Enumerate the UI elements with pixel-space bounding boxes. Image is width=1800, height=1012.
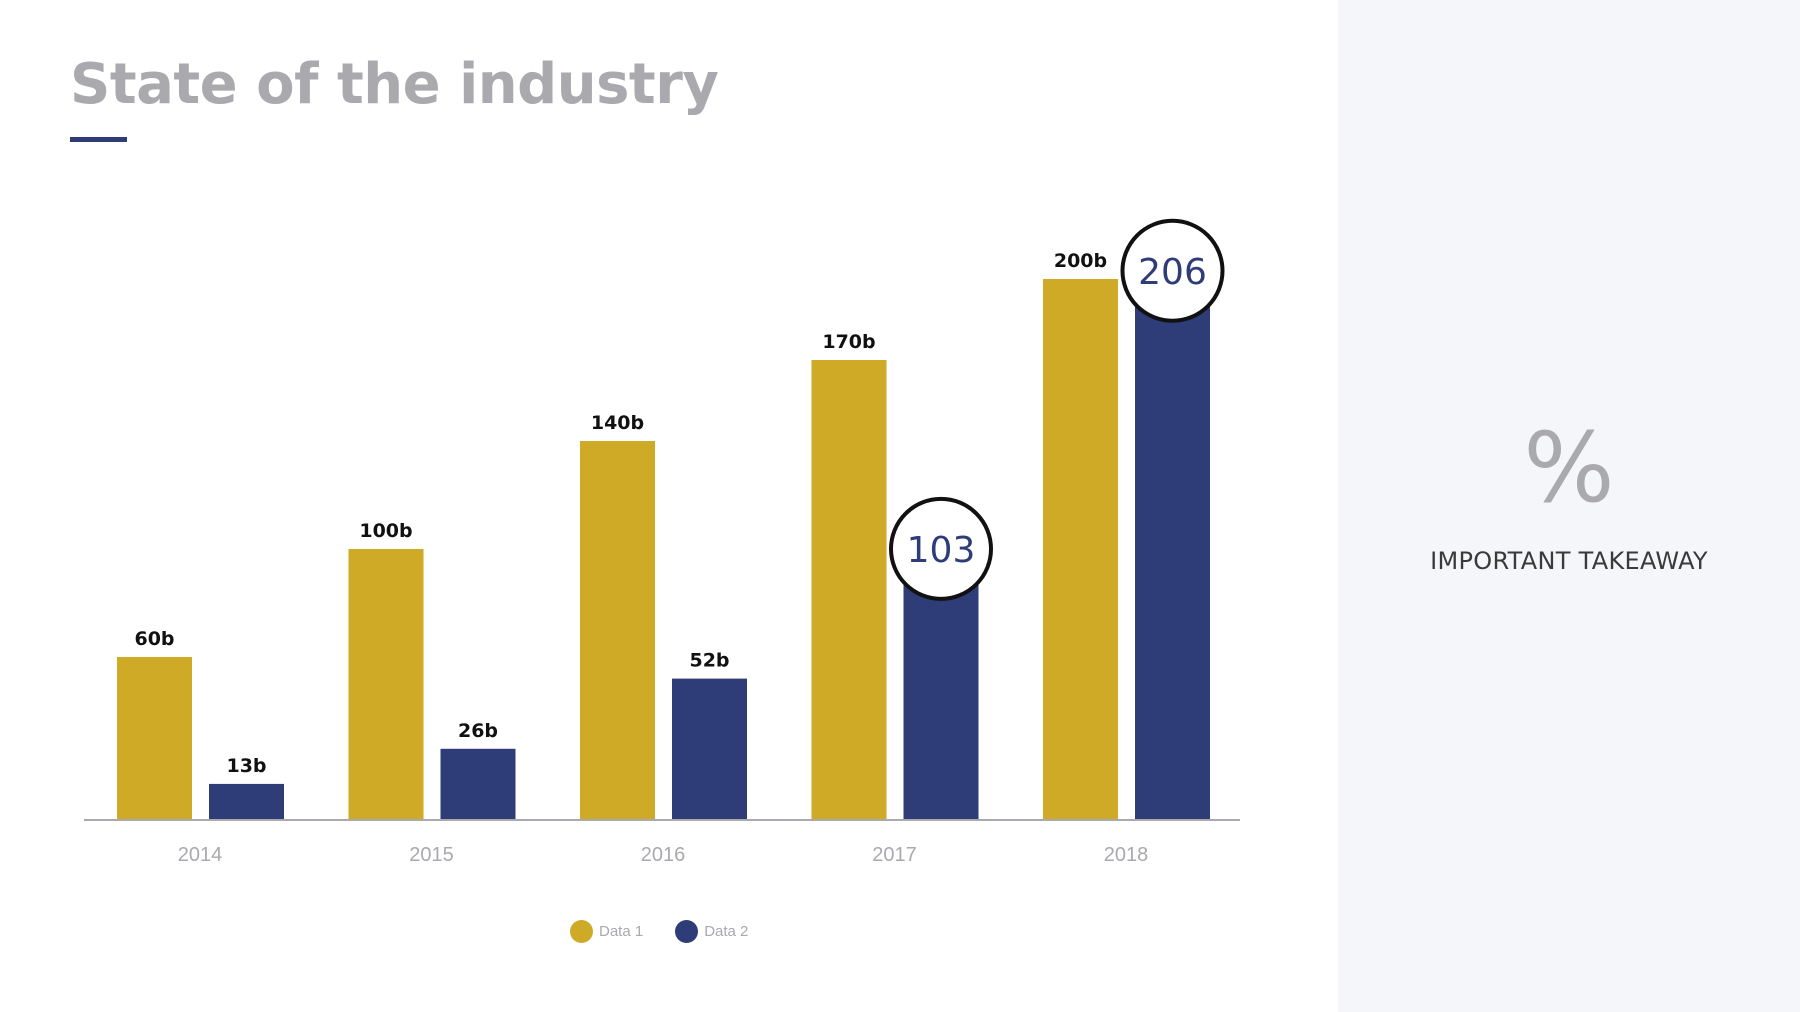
bar-1-2014	[117, 657, 192, 819]
bar-1-2015	[348, 549, 424, 819]
bar-label-1-2018: 200b	[1054, 250, 1107, 272]
bar-label-2-2015: 26b	[458, 720, 498, 742]
bar-label-1-2015: 100b	[359, 520, 412, 542]
x-tick-label-2014: 2014	[178, 844, 223, 866]
legend-swatch-data-1	[570, 919, 593, 943]
x-tick-label-2015: 2015	[409, 844, 454, 866]
bar-1-2016	[580, 441, 655, 819]
legend-item-data-2: Data 2	[675, 919, 749, 943]
takeaway-panel	[1338, 0, 1800, 1012]
bar-label-2-2016: 52b	[689, 650, 729, 672]
callout-circle-2017	[889, 496, 993, 601]
legend-swatch-data-2	[675, 919, 699, 943]
percent-icon: %	[1523, 412, 1615, 524]
bar-2-2018	[1135, 262, 1210, 819]
slide-title: State of the industry	[70, 52, 719, 117]
bar-2-2014	[209, 783, 284, 819]
bar-1-2017	[811, 360, 887, 819]
bar-2-2015	[440, 748, 516, 819]
takeaway-text: IMPORTANT TAKEAWAY	[1430, 547, 1708, 575]
bar-2-2016	[672, 678, 747, 819]
legend-label-data-1: Data 1	[599, 922, 644, 940]
callout-circle-2018	[1120, 218, 1225, 323]
x-tick-label-2018: 2018	[1104, 844, 1149, 866]
bar-label-1-2014: 60b	[134, 628, 174, 650]
bar-label-1-2017: 170b	[822, 331, 875, 353]
bar-label-1-2016: 140b	[591, 412, 644, 434]
legend-item-data-1: Data 1	[570, 919, 644, 943]
legend-label-data-2: Data 2	[704, 922, 749, 940]
callout-value-2017: 103	[907, 530, 976, 571]
callout-value-2018: 206	[1138, 252, 1207, 293]
x-tick-label-2017: 2017	[872, 844, 917, 866]
chart-legend: Data 1 Data 2	[570, 919, 780, 943]
bar-chart: 60b 13b 2014 100b 26b 2015 140b 52b 2016 170b 2017…	[84, 218, 1240, 866]
title-underline	[70, 137, 127, 142]
bar-1-2018	[1043, 279, 1118, 819]
x-tick-label-2016: 2016	[641, 844, 686, 866]
bar-label-2-2014: 13b	[226, 755, 266, 777]
